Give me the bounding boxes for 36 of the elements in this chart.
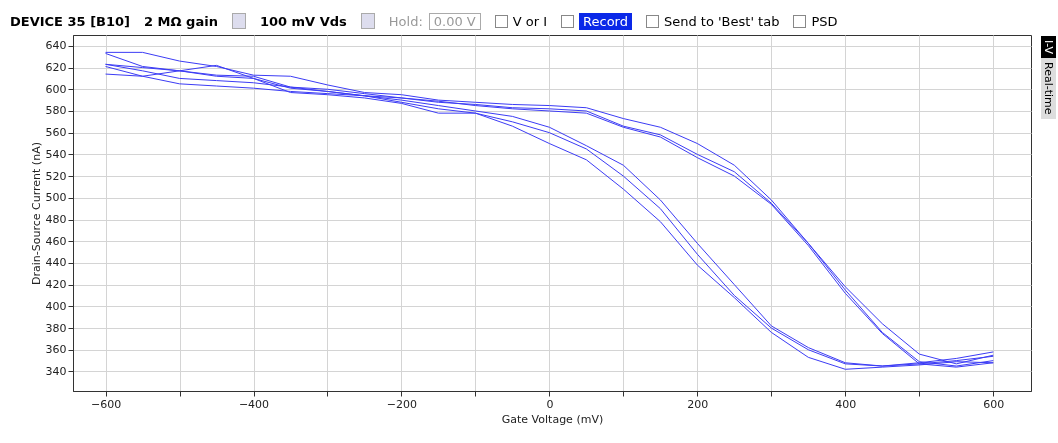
y-tick-label: 420	[45, 278, 67, 292]
x-tick-label: 200	[687, 397, 709, 411]
y-tick-label: 340	[45, 364, 67, 378]
text: PSD	[811, 13, 838, 29]
text: V or I	[512, 13, 548, 29]
text: 2 MΩ gain	[144, 13, 218, 29]
text: Hold:	[388, 13, 423, 29]
y-tick-label: 480	[45, 213, 67, 227]
x-tick-label: −200	[386, 397, 418, 411]
text: DEVICE 35 [B10]	[10, 13, 131, 29]
y-tick-label: 360	[45, 343, 67, 357]
y-tick-label: 560	[45, 126, 67, 140]
y-tick-label: 620	[45, 61, 67, 75]
y-tick-label: 460	[45, 234, 67, 248]
y-tick-label: 580	[45, 104, 67, 118]
x-tick-label: −600	[90, 397, 122, 411]
text: I-V	[1040, 36, 1056, 59]
x-tick-label: −400	[238, 397, 270, 411]
text: 0.00 V	[428, 12, 481, 30]
text: Send to 'Best' tab	[663, 13, 780, 29]
y-tick-label: 540	[45, 147, 67, 161]
y-tick-label: 500	[45, 191, 67, 205]
y-tick-label: 400	[45, 299, 67, 313]
y-tick-label: 440	[45, 256, 67, 270]
x-tick-label: 600	[983, 397, 1005, 411]
y-tick-label: 520	[45, 169, 67, 183]
x-tick-label: 0	[546, 397, 554, 411]
y-tick-label: 640	[45, 39, 67, 53]
y-axis-title: Drain-Source Current (nA)	[29, 142, 43, 285]
y-tick-label: 600	[45, 82, 67, 96]
text: Real-time	[1040, 58, 1056, 119]
x-tick-label: 400	[835, 397, 857, 411]
text: Record	[579, 12, 632, 30]
text: 100 mV Vds	[259, 13, 347, 29]
x-axis-title: Gate Voltage (mV)	[501, 412, 604, 426]
y-tick-label: 380	[45, 321, 67, 335]
